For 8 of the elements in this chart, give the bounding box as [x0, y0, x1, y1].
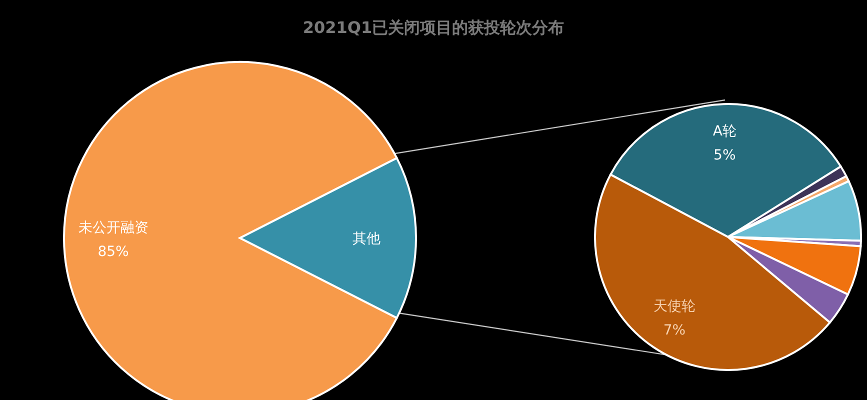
slice-label: 天使轮 [653, 298, 696, 314]
slice-label: 其他 [352, 231, 381, 247]
slice-label: 未公开融资 [78, 220, 148, 236]
data-label: 5% [714, 147, 736, 164]
data-label: 85% [98, 244, 129, 260]
slice-label: A轮 [712, 123, 736, 140]
data-label: 7% [663, 322, 686, 338]
chart-title: 2021Q1已关闭项目的获投轮次分布 [302, 18, 566, 39]
